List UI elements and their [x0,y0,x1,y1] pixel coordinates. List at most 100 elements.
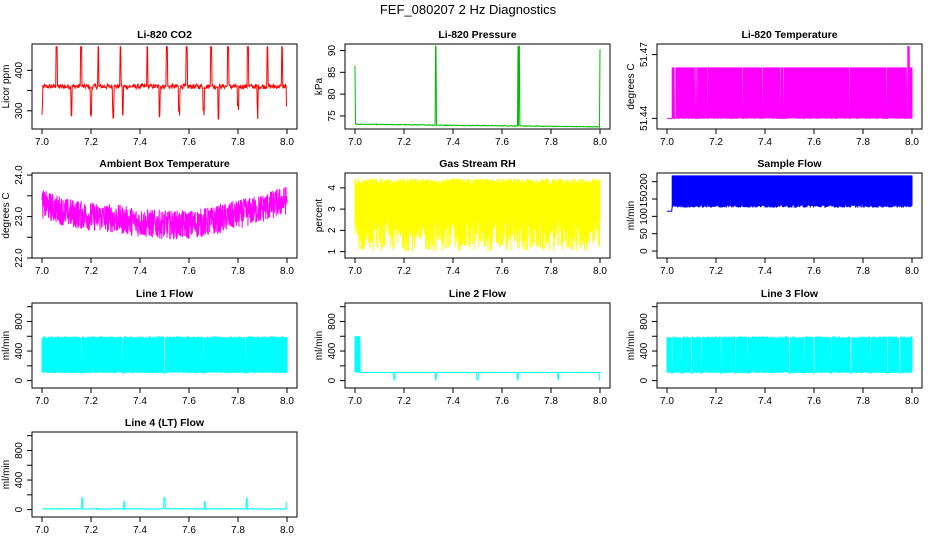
x-tick-label: 7.8 [231,525,245,536]
y-axis-label: degrees C [626,63,637,109]
y-tick-label: 80 [327,88,338,100]
panel-title: Sample Flow [757,158,822,170]
panel-title: Line 1 Flow [136,288,194,300]
x-tick-label: 8.0 [280,137,294,148]
series-line [666,336,913,374]
x-tick-label: 7.4 [758,396,772,407]
x-tick-label: 7.2 [397,266,411,277]
x-tick-label: 7.0 [348,137,362,148]
y-tick-label: 0 [14,506,25,512]
x-tick-label: 7.2 [397,137,411,148]
x-tick-label: 7.4 [446,396,460,407]
plot-frame [31,43,298,130]
plot-frame [344,43,611,130]
y-tick-label: 3 [327,206,338,212]
y-tick-label: 800 [14,442,25,459]
panel-title: Li-820 Pressure [438,29,516,41]
series-line [667,175,913,212]
y-tick-label: 200 [639,173,650,190]
y-axis-label: degrees C [1,192,12,238]
x-tick-label: 7.6 [182,396,196,407]
x-tick-label: 7.6 [182,525,196,536]
x-tick-label: 7.0 [660,266,674,277]
panel-line2: Line 2 Flow ml/min 0 400 800 7.0 7.2 7.4 7.6 7.8 8… [314,288,611,407]
x-tick-label: 7.0 [348,396,362,407]
series-line [41,336,288,374]
y-axis-label: ml/min [626,331,637,360]
x-tick-label: 7.2 [709,137,723,148]
y-tick-label: 0 [14,377,25,383]
x-tick-label: 7.4 [758,137,772,148]
panel-line1: Line 1 Flow ml/min 0 400 800 7.0 7.2 7.4 7.6 7.8 8… [1,288,298,407]
y-tick-label: 24.0 [14,165,25,185]
x-tick-label: 8.0 [905,266,919,277]
panel-title: Li-820 CO2 [137,29,192,41]
x-tick-label: 7.6 [807,137,821,148]
panel-title: Ambient Box Temperature [99,158,230,170]
y-tick-label: 50 [639,228,650,240]
y-tick-label: 300 [14,102,25,119]
x-tick-label: 7.6 [807,396,821,407]
y-tick-label: 2 [327,227,338,233]
x-tick-label: 8.0 [280,396,294,407]
plot-frame [31,172,298,259]
plot-frame [656,302,923,389]
x-tick-label: 7.2 [709,266,723,277]
x-tick-label: 7.6 [182,137,196,148]
x-tick-label: 8.0 [280,525,294,536]
y-tick-label: 85 [327,66,338,78]
x-tick-label: 7.8 [856,137,870,148]
y-axis-label: Licor ppm [1,65,12,109]
y-axis-label: ml/min [626,201,637,230]
y-tick-label: 100 [639,208,650,225]
y-tick-label: 51.47 [639,42,650,67]
panel-title: Line 4 (LT) Flow [125,417,205,429]
panel-rh: Gas Stream RH percent 1 2 3 4 7.0 7.2 7.4 7.6 7.8 8… [314,158,611,277]
y-tick-label: 90 [327,45,338,57]
x-tick-label: 7.0 [348,266,362,277]
y-tick-label: 400 [14,62,25,79]
plot-frame [344,302,611,389]
y-tick-label: 4 [327,185,338,191]
y-tick-label: 51.44 [639,105,650,130]
series-line [667,46,913,119]
x-tick-label: 7.8 [544,266,558,277]
y-tick-label: 400 [14,471,25,488]
x-tick-label: 7.0 [35,396,49,407]
x-tick-label: 7.8 [231,137,245,148]
x-tick-label: 7.4 [446,266,460,277]
y-tick-label: 800 [639,313,650,330]
x-tick-label: 7.4 [133,525,147,536]
plot-frame [656,172,923,259]
series-line [41,187,288,240]
panel-line3: Line 3 Flow ml/min 0 400 800 7.0 7.2 7.4 7.6 7.8 8… [626,288,923,407]
panel-title: Line 3 Flow [761,288,819,300]
series-line [354,336,600,381]
y-axis-label: percent [314,199,325,233]
x-tick-label: 7.8 [544,396,558,407]
series-line [41,497,287,511]
y-tick-label: 800 [14,313,25,330]
x-tick-label: 7.2 [84,266,98,277]
panel-pressure: Li-820 Pressure kPa 75 80 85 90 7.0 7.2 7.4 7.6 7.… [314,29,611,148]
x-tick-label: 7.6 [495,396,509,407]
x-tick-label: 7.8 [231,396,245,407]
panel-title: Gas Stream RH [439,158,515,170]
x-tick-label: 8.0 [280,266,294,277]
x-tick-label: 7.4 [446,137,460,148]
x-tick-label: 8.0 [905,137,919,148]
y-tick-label: 0 [327,377,338,383]
series-line [354,178,601,252]
x-tick-label: 7.2 [84,396,98,407]
panel-title: Line 2 Flow [449,288,507,300]
y-tick-label: 400 [327,342,338,359]
x-tick-label: 7.4 [133,266,147,277]
y-tick-label: 400 [639,342,650,359]
x-tick-label: 7.8 [856,396,870,407]
y-tick-label: 0 [639,377,650,383]
x-tick-label: 7.0 [35,266,49,277]
x-tick-label: 7.8 [856,266,870,277]
series-line [41,46,288,121]
y-axis-label: ml/min [1,331,12,360]
